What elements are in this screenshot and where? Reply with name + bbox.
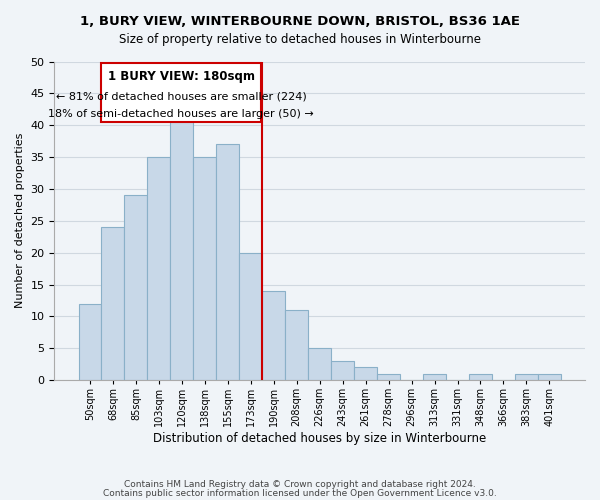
Bar (515, 374, 538, 380)
Bar (354, 368, 377, 380)
Text: Contains public sector information licensed under the Open Government Licence v3: Contains public sector information licen… (103, 488, 497, 498)
Bar (79, 304, 101, 380)
Text: Contains HM Land Registry data © Crown copyright and database right 2024.: Contains HM Land Registry data © Crown c… (124, 480, 476, 489)
Bar (217, 144, 239, 380)
Bar (193, 157, 217, 380)
Bar (148, 157, 170, 380)
Bar (285, 310, 308, 380)
Bar (423, 374, 446, 380)
Text: ← 81% of detached houses are smaller (224): ← 81% of detached houses are smaller (22… (56, 92, 307, 102)
Bar (377, 374, 400, 380)
Bar (170, 112, 193, 380)
Bar (101, 227, 124, 380)
Text: 1, BURY VIEW, WINTERBOURNE DOWN, BRISTOL, BS36 1AE: 1, BURY VIEW, WINTERBOURNE DOWN, BRISTOL… (80, 15, 520, 28)
Text: Size of property relative to detached houses in Winterbourne: Size of property relative to detached ho… (119, 32, 481, 46)
FancyBboxPatch shape (101, 63, 261, 122)
X-axis label: Distribution of detached houses by size in Winterbourne: Distribution of detached houses by size … (153, 432, 487, 445)
Bar (538, 374, 561, 380)
Bar (262, 291, 285, 380)
Bar (469, 374, 492, 380)
Bar (308, 348, 331, 380)
Text: 18% of semi-detached houses are larger (50) →: 18% of semi-detached houses are larger (… (49, 108, 314, 118)
Bar (239, 252, 262, 380)
Text: 1 BURY VIEW: 180sqm: 1 BURY VIEW: 180sqm (108, 70, 255, 84)
Y-axis label: Number of detached properties: Number of detached properties (15, 133, 25, 308)
Bar (331, 361, 354, 380)
Bar (124, 196, 148, 380)
